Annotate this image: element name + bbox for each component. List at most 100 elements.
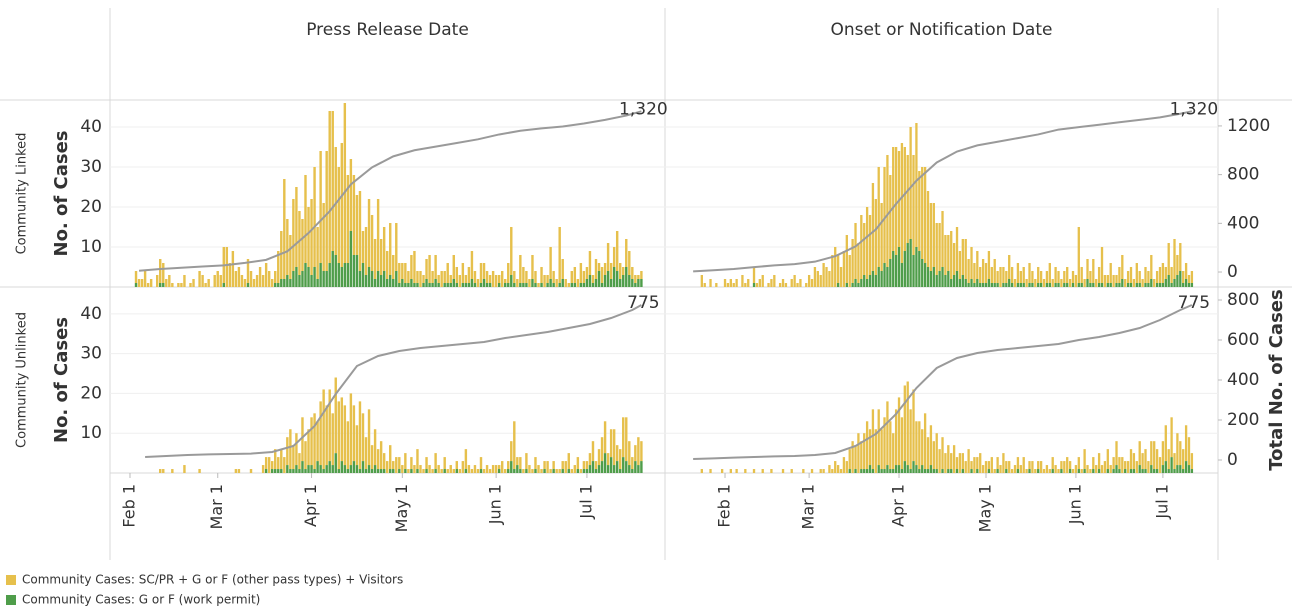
bar-segment: [352, 255, 356, 287]
bar-segment: [851, 441, 854, 473]
bar-segment: [373, 465, 377, 473]
bar-segment: [404, 453, 407, 470]
bar-segment: [295, 187, 298, 267]
bar-segment: [1097, 283, 1101, 287]
bar-segment: [628, 275, 631, 287]
bar-segment: [909, 409, 912, 470]
bar-segment: [603, 275, 607, 287]
legend-swatch: [6, 575, 16, 585]
bar-segment: [440, 271, 443, 287]
bar-segment: [877, 267, 880, 287]
bar-segment: [1071, 283, 1075, 287]
x-tick-label: Apr 1: [301, 484, 320, 527]
bar-segment: [443, 283, 446, 287]
bar-segment: [310, 465, 313, 473]
bar-segment: [886, 465, 889, 473]
bar-segment: [540, 469, 543, 473]
bar-segment: [1161, 263, 1165, 283]
bar-segment: [234, 271, 238, 287]
bar-segment: [1057, 469, 1060, 473]
bar-segment: [606, 243, 610, 271]
bar-segment: [513, 421, 516, 470]
bar-segment: [494, 465, 498, 473]
bar-segment: [337, 263, 340, 287]
bar-segment: [976, 251, 979, 279]
bar-segment: [1054, 465, 1057, 473]
bar-segment: [479, 457, 483, 470]
bar-segment: [906, 243, 909, 287]
bar-segment: [952, 445, 956, 473]
bar-segment: [1187, 437, 1191, 466]
line-label: 775: [627, 293, 659, 313]
bar-segment: [528, 279, 531, 287]
bar-segment: [274, 449, 277, 470]
bar-segment: [1112, 457, 1115, 470]
bar-segment: [1190, 271, 1194, 283]
bar-segment: [582, 271, 586, 283]
bar-segment: [485, 283, 489, 287]
bar-segment: [137, 279, 141, 287]
bar-segment: [752, 283, 756, 287]
bar-segment: [886, 155, 889, 267]
y2-tick-label: 400: [1227, 213, 1259, 233]
bar-segment: [385, 279, 389, 287]
bar-segment: [431, 469, 434, 473]
bar-segment: [531, 469, 534, 473]
bar-segment: [1118, 469, 1121, 473]
bar-segment: [516, 457, 519, 466]
bar-segment: [615, 445, 619, 462]
bar-segment: [219, 275, 222, 287]
x-tick-label: Feb 1: [119, 484, 138, 528]
bar-segment: [1057, 271, 1060, 283]
bar-segment: [970, 469, 973, 473]
bar-segment: [555, 279, 558, 287]
y2-tick-label: 0: [1227, 262, 1238, 282]
cumulative-line: [693, 304, 1193, 460]
bar-segment: [267, 271, 271, 287]
bar-segment: [355, 255, 359, 287]
bar-segment: [1051, 279, 1054, 287]
bar-segment: [488, 283, 492, 287]
bar-segment: [561, 259, 564, 279]
column-title: Press Release Date: [306, 20, 469, 40]
bar-segment: [915, 123, 918, 247]
bar-segment: [280, 231, 283, 279]
bar-segment: [513, 469, 516, 473]
bar-segment: [603, 421, 607, 454]
bar-segment: [325, 151, 328, 271]
bar-segment: [894, 409, 898, 466]
bar-segment: [923, 413, 927, 470]
bar-segment: [790, 469, 793, 473]
bar-segment: [1022, 267, 1025, 283]
bar-segment: [286, 219, 289, 275]
bar-segment: [967, 449, 970, 473]
bar-segment: [863, 223, 866, 275]
bar-segment: [1083, 279, 1086, 287]
bar-segment: [612, 267, 616, 287]
bar-segment: [570, 469, 574, 473]
bar-segment: [473, 465, 477, 473]
bar-segment: [720, 469, 724, 473]
bar-segment: [1031, 283, 1034, 287]
bar-segment: [283, 179, 286, 279]
bar-segment: [932, 441, 935, 470]
bar-segment: [1147, 461, 1150, 473]
bar-segment: [343, 465, 347, 473]
bar-segment: [955, 469, 959, 473]
bar-segment: [845, 283, 848, 287]
bar-segment: [413, 251, 416, 283]
bar-segment: [865, 421, 869, 470]
x-tick-label: Jun 1: [486, 484, 505, 525]
bar-segment: [848, 255, 851, 287]
bar-segment: [180, 283, 183, 287]
bar-segment: [926, 469, 930, 473]
bar-segment: [990, 283, 993, 287]
bar-segment: [510, 227, 513, 275]
bar-segment: [860, 279, 863, 287]
x-tick-label: Mar 1: [207, 484, 226, 529]
bar-segment: [1039, 283, 1043, 287]
bar-segment: [1141, 453, 1144, 470]
bar-segment: [900, 263, 904, 287]
bar-segment: [915, 421, 918, 466]
